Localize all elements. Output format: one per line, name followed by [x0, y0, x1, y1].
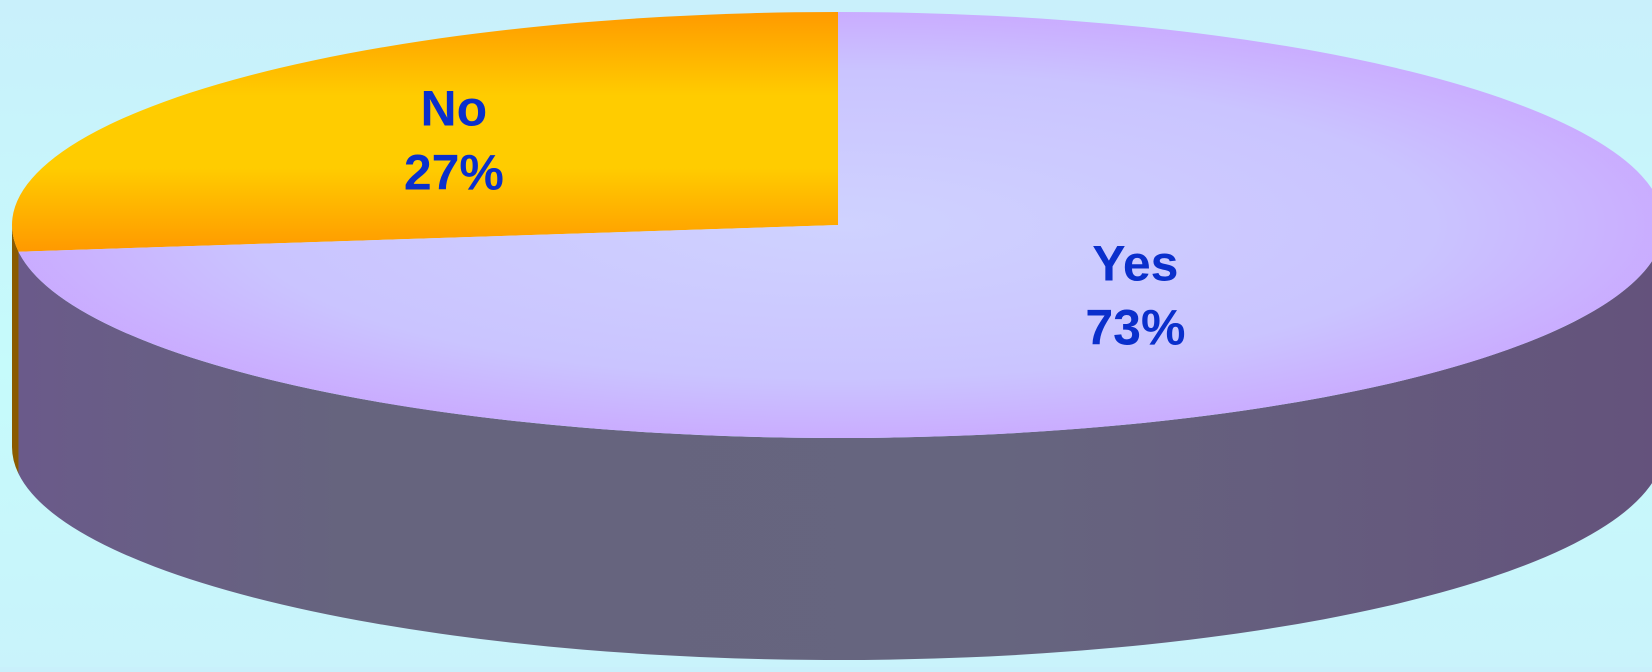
pie-side-no [12, 225, 19, 474]
slice-label-yes: Yes [1092, 236, 1178, 292]
pie-slice-no [12, 12, 838, 252]
pie-side-yes [18, 251, 1652, 660]
slice-value-no: 27% [404, 145, 504, 201]
pie-slice-yes [18, 12, 1652, 438]
slice-label-no: No [421, 81, 488, 137]
slice-value-yes: 73% [1085, 300, 1185, 356]
